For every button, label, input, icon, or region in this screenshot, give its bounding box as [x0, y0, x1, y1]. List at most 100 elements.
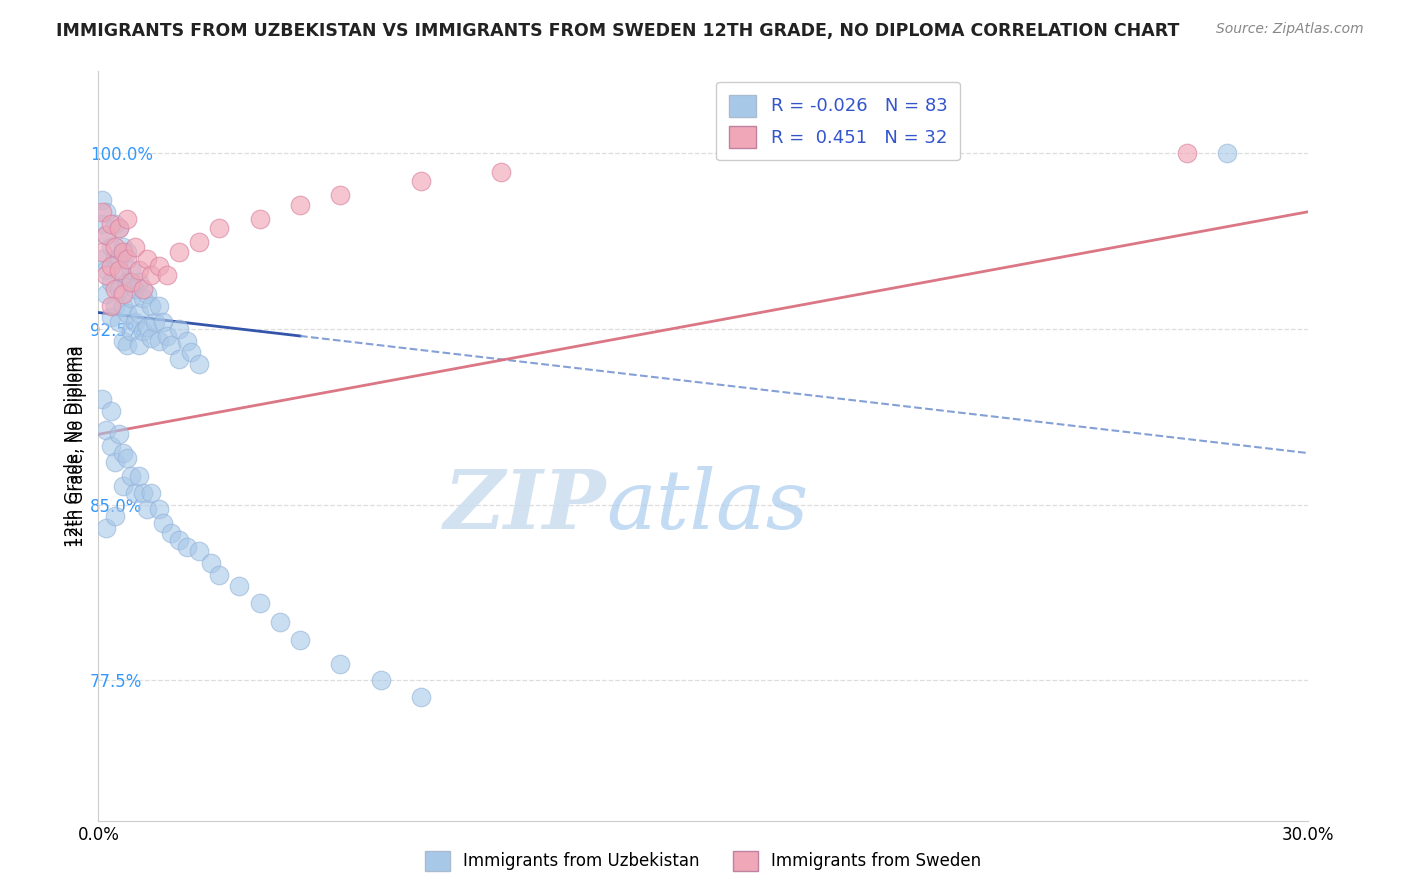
- Point: [1175, 146, 1198, 161]
- Point: [96, 423, 118, 437]
- Point: [107, 315, 129, 329]
- Point: [120, 469, 142, 483]
- Y-axis label: 12th Grade, No Diploma: 12th Grade, No Diploma: [69, 345, 87, 547]
- Point: [269, 615, 291, 629]
- Point: [111, 286, 134, 301]
- Legend: Immigrants from Uzbekistan, Immigrants from Sweden: Immigrants from Uzbekistan, Immigrants f…: [416, 842, 990, 880]
- Point: [124, 485, 146, 500]
- Text: ZIP: ZIP: [444, 466, 606, 546]
- Point: [139, 331, 162, 345]
- Point: [167, 352, 190, 367]
- Point: [188, 357, 211, 371]
- Point: [152, 315, 174, 329]
- Point: [96, 228, 118, 243]
- Point: [124, 315, 146, 329]
- Point: [96, 204, 118, 219]
- Point: [111, 479, 134, 493]
- Point: [120, 275, 142, 289]
- Point: [115, 275, 138, 289]
- Point: [148, 259, 170, 273]
- Point: [111, 446, 134, 460]
- Point: [208, 221, 231, 235]
- Point: [100, 310, 122, 325]
- Point: [167, 322, 190, 336]
- Point: [176, 540, 198, 554]
- Point: [132, 324, 155, 338]
- Point: [409, 690, 432, 704]
- Point: [107, 427, 129, 442]
- Point: [120, 292, 142, 306]
- Point: [96, 521, 118, 535]
- Point: [103, 282, 125, 296]
- Point: [96, 268, 118, 282]
- Point: [135, 319, 157, 334]
- Point: [91, 193, 114, 207]
- Point: [91, 204, 114, 219]
- Point: [139, 298, 162, 312]
- Point: [103, 252, 125, 266]
- Point: [167, 533, 190, 547]
- Point: [329, 657, 352, 671]
- Point: [91, 217, 114, 231]
- Point: [152, 516, 174, 531]
- Point: [115, 450, 138, 465]
- Point: [200, 556, 222, 570]
- Point: [128, 305, 150, 319]
- Point: [167, 244, 190, 259]
- Point: [148, 502, 170, 516]
- Text: IMMIGRANTS FROM UZBEKISTAN VS IMMIGRANTS FROM SWEDEN 12TH GRADE, NO DIPLOMA CORR: IMMIGRANTS FROM UZBEKISTAN VS IMMIGRANTS…: [56, 22, 1180, 40]
- Point: [103, 509, 125, 524]
- Y-axis label: 12th Grade, No Diploma: 12th Grade, No Diploma: [63, 345, 82, 547]
- Point: [188, 235, 211, 250]
- Point: [148, 334, 170, 348]
- Point: [124, 240, 146, 254]
- Point: [132, 485, 155, 500]
- Point: [100, 404, 122, 418]
- Point: [288, 198, 311, 212]
- Point: [176, 334, 198, 348]
- Point: [100, 298, 122, 312]
- Legend: R = -0.026   N = 83, R =  0.451   N = 32: R = -0.026 N = 83, R = 0.451 N = 32: [717, 82, 960, 161]
- Point: [370, 673, 392, 687]
- Point: [100, 259, 122, 273]
- Point: [103, 298, 125, 312]
- Point: [111, 334, 134, 348]
- Point: [115, 211, 138, 226]
- Point: [115, 244, 138, 259]
- Point: [135, 252, 157, 266]
- Point: [132, 292, 155, 306]
- Point: [128, 263, 150, 277]
- Point: [128, 275, 150, 289]
- Point: [107, 263, 129, 277]
- Point: [180, 345, 202, 359]
- Point: [188, 544, 211, 558]
- Point: [135, 286, 157, 301]
- Point: [139, 485, 162, 500]
- Point: [103, 455, 125, 469]
- Point: [115, 305, 138, 319]
- Point: [115, 338, 138, 352]
- Point: [249, 596, 271, 610]
- Point: [128, 469, 150, 483]
- Point: [96, 263, 118, 277]
- Point: [96, 228, 118, 243]
- Point: [120, 263, 142, 277]
- Point: [491, 165, 513, 179]
- Point: [139, 268, 162, 282]
- Point: [156, 329, 179, 343]
- Point: [91, 392, 114, 406]
- Point: [111, 240, 134, 254]
- Point: [249, 211, 271, 226]
- Point: [100, 240, 122, 254]
- Point: [128, 338, 150, 352]
- Point: [160, 525, 183, 540]
- Point: [288, 633, 311, 648]
- Point: [160, 338, 183, 352]
- Point: [148, 298, 170, 312]
- Point: [107, 221, 129, 235]
- Point: [124, 282, 146, 296]
- Point: [1216, 146, 1239, 161]
- Text: Source: ZipAtlas.com: Source: ZipAtlas.com: [1216, 22, 1364, 37]
- Point: [103, 217, 125, 231]
- Point: [91, 244, 114, 259]
